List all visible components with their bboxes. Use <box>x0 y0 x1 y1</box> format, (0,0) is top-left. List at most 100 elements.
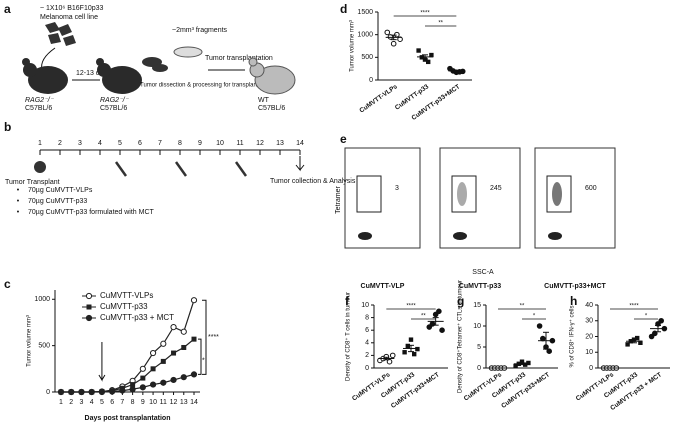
y-tick-label: 4 <box>365 340 369 347</box>
label: RAG2⁻/⁻ <box>100 97 130 104</box>
point <box>648 333 655 340</box>
end-label: Tumor collection & Analysis <box>270 178 356 185</box>
day-label: 12 <box>256 140 264 147</box>
bracket <box>198 338 202 375</box>
point <box>389 352 396 359</box>
panel-letter: f <box>345 294 350 308</box>
x-tick-label: 13 <box>180 399 188 406</box>
point <box>635 335 640 341</box>
day-label: 5 <box>118 140 122 147</box>
y-tick-label: 1500 <box>357 9 373 16</box>
label: ~ 1X10⁶ B16F10p33 <box>40 5 104 12</box>
point <box>432 311 439 318</box>
syringe-icon <box>114 161 128 177</box>
marker <box>171 350 177 356</box>
marker <box>78 388 85 396</box>
gate <box>451 175 477 213</box>
point <box>439 327 445 334</box>
point <box>625 342 630 347</box>
gate-count: 600 <box>585 185 597 192</box>
marker <box>190 371 198 378</box>
marker <box>129 386 136 393</box>
y-tick-label: 10 <box>361 302 369 309</box>
y-tick-label: 20 <box>585 333 593 340</box>
significance: * <box>645 314 648 320</box>
point <box>519 359 525 364</box>
point <box>426 324 433 330</box>
x-tick-label: 5 <box>100 399 104 406</box>
plot-label: CuMVTT-p33+MCT <box>544 283 606 290</box>
day-label: 2 <box>58 140 62 147</box>
point <box>526 360 531 366</box>
point <box>426 59 431 65</box>
gate-count: 3 <box>395 185 399 192</box>
day-label: 7 <box>158 140 162 147</box>
start-label: Tumor Transplant <box>5 179 60 186</box>
marker <box>181 344 187 350</box>
significance: ** <box>520 304 525 310</box>
y-tick-label: 10 <box>473 323 481 330</box>
marker <box>170 323 177 331</box>
significance: **** <box>629 304 639 310</box>
y-tick-label: 0 <box>589 365 593 372</box>
marker <box>191 336 197 342</box>
label: C57BL/6 <box>100 105 127 112</box>
y-tick-label: 8 <box>365 314 369 321</box>
treatment: 70µg CuMVTT-p33 <box>28 198 87 205</box>
panel-letter: h <box>570 294 577 308</box>
day-label: 14 <box>296 140 304 147</box>
bullet: • <box>17 198 20 205</box>
y-tick-label: 500 <box>38 342 50 349</box>
panel-letter: c <box>4 277 11 291</box>
marker <box>160 358 166 364</box>
label: Tumor dissection & processing for transp… <box>140 83 272 89</box>
y-tick-label: 5 <box>477 344 481 351</box>
y-tick-label: 0 <box>365 365 369 372</box>
point <box>546 348 553 355</box>
point <box>638 340 643 345</box>
day-label: 6 <box>138 140 142 147</box>
cell-cluster <box>453 232 467 240</box>
point <box>436 308 442 315</box>
marker <box>149 381 157 388</box>
mouse-icon <box>248 57 296 95</box>
label: RAG2⁻/⁻ <box>25 97 55 104</box>
y-tick-label: 0 <box>369 77 373 84</box>
flow-plot <box>344 147 421 249</box>
y-tick-label: 0 <box>46 389 50 396</box>
day-label: 10 <box>216 140 224 147</box>
marker <box>190 297 198 304</box>
legend-label: CuMVTT-VLPs <box>100 291 153 300</box>
significance: ** <box>438 21 443 27</box>
legend-label: CuMVTT-p33 <box>100 302 148 311</box>
cells-icon <box>45 22 76 46</box>
point <box>405 343 410 349</box>
y-tick-label: 1000 <box>357 32 373 39</box>
marker <box>150 366 156 372</box>
y-tick-label: 30 <box>585 318 593 325</box>
tissue-icon <box>142 57 168 72</box>
day-label: 9 <box>198 140 202 147</box>
gate <box>546 175 572 213</box>
marker <box>98 388 106 396</box>
x-tick-label: 12 <box>170 399 178 406</box>
legend-marker <box>86 304 92 310</box>
y-axis-label: % of CD8⁺ IFN-γ⁺ cells <box>569 305 576 367</box>
cell-cluster <box>358 232 372 240</box>
y-tick-label: 2 <box>365 352 369 359</box>
label: Melanoma cell line <box>40 14 98 21</box>
x-tick-label: 3 <box>80 399 84 406</box>
gate-count: 245 <box>490 185 502 192</box>
cell-cluster <box>457 182 467 206</box>
cell-cluster <box>548 232 562 240</box>
y-axis-label: Density of CD8⁺Tetramer⁺ CTLs in tumour <box>457 280 464 393</box>
mouse-icon <box>34 161 46 173</box>
label: ~2mm³ fragments <box>172 27 228 34</box>
panel-letter: g <box>457 294 464 308</box>
mouse-icon <box>96 58 142 94</box>
cell-cluster <box>552 182 562 206</box>
point <box>658 317 665 324</box>
x-tick-label: 2 <box>69 399 73 406</box>
marker <box>139 365 146 372</box>
